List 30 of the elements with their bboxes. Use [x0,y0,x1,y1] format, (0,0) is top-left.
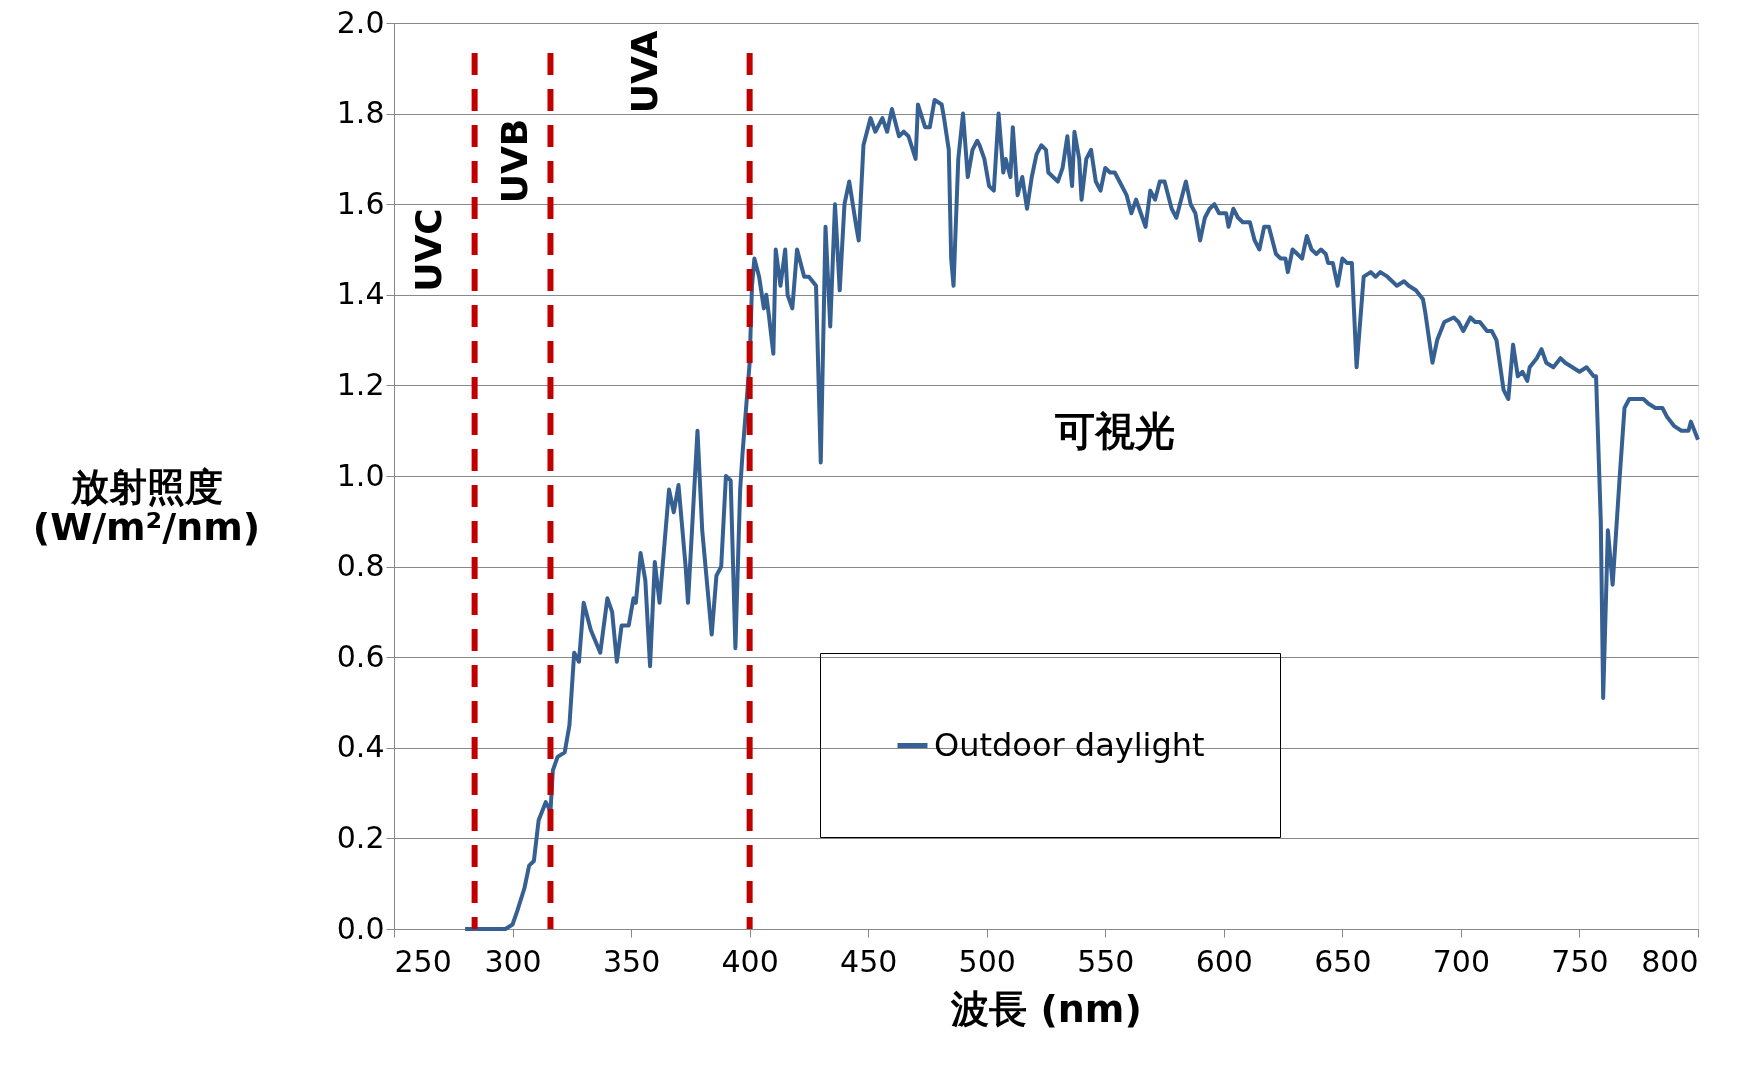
x-axis-title: 波長 (nm) [950,986,1142,1031]
y-tick-label: 0.0 [336,910,385,946]
x-tick-label: 700 [1432,943,1491,979]
y-tick-label: 0.6 [336,638,385,674]
x-tick-label: 750 [1551,943,1609,979]
annotation: UVB [494,118,535,204]
x-tick-label: 300 [484,943,542,979]
x-tick-label: 800 [1641,943,1699,979]
y-tick-label: 1.4 [336,276,385,312]
x-tick-label: 600 [1195,943,1253,979]
annotation: UVA [624,30,665,114]
y-tick-label: 1.2 [336,366,385,402]
y-axis-title: 放射照度 (W/m²/nm) [32,464,261,549]
x-tick-label: 650 [1314,943,1372,979]
y-tick-label: 1.6 [336,185,385,221]
x-tick-label: 400 [721,943,779,979]
annotation: UVC [408,208,449,292]
x-tick-label: 250 [394,943,452,979]
legend-label: Outdoor daylight [934,725,1205,764]
y-tick-label: 1.8 [336,95,385,131]
y-tick-label: 0.2 [336,819,385,855]
y-tick-label: 1.0 [336,457,385,493]
y-tick-label: 0.4 [336,729,385,765]
x-tick-label: 350 [602,943,661,979]
y-tick-label: 2.0 [336,4,385,40]
y-tick-label: 0.8 [336,548,385,584]
x-tick-label: 450 [840,943,898,979]
x-tick-label: 550 [1077,943,1135,979]
x-tick-label: 500 [958,943,1016,979]
annotation: 可視光 [1054,408,1175,454]
